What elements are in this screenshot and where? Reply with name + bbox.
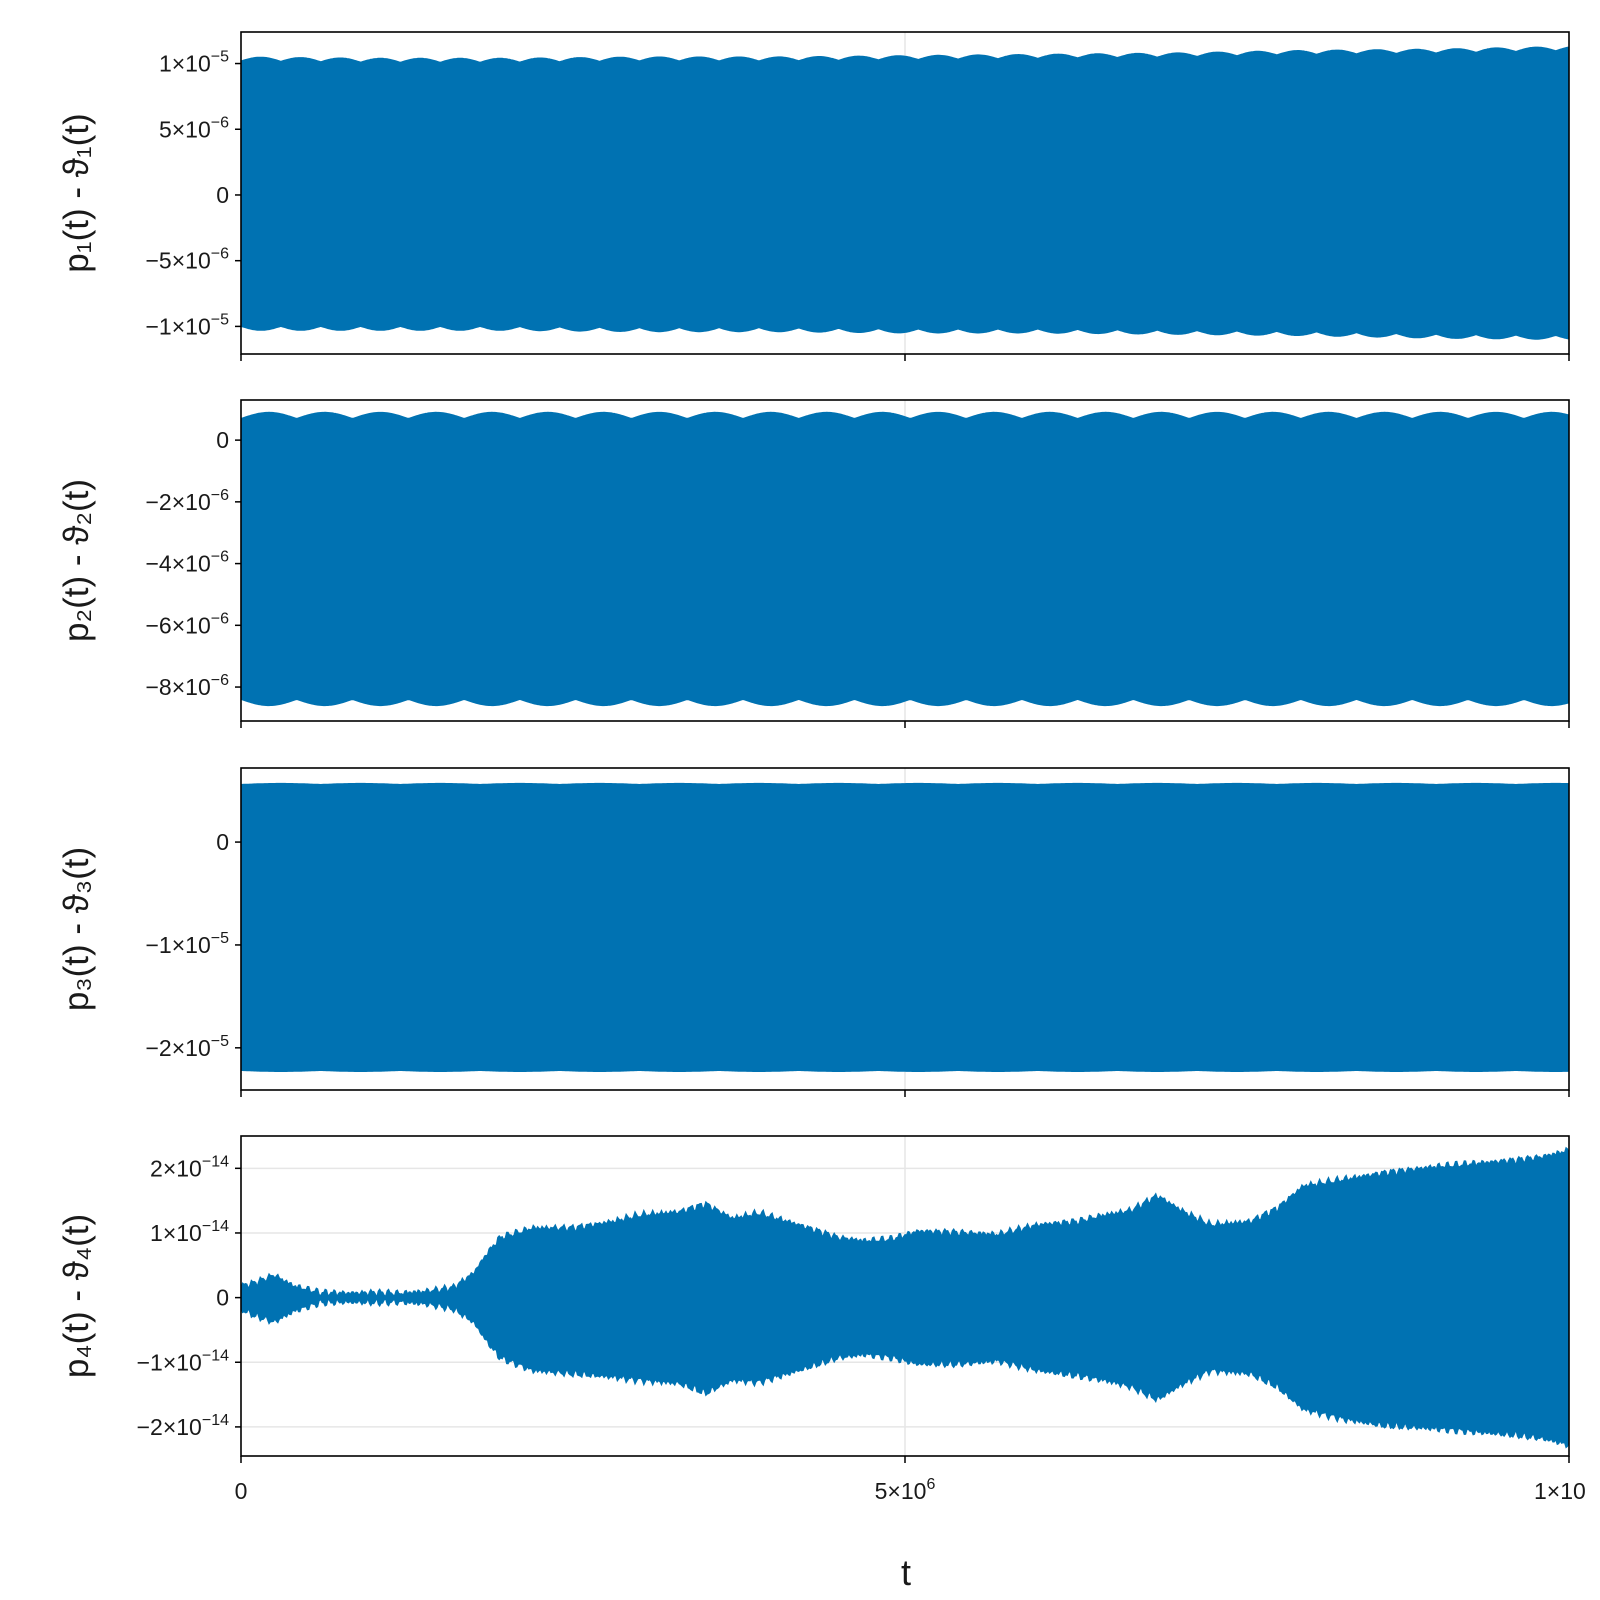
- y-tick-label: −2×10−5: [146, 1033, 230, 1061]
- x-tick-label: 0: [235, 1478, 248, 1504]
- y-tick-label: −5×10−6: [146, 246, 230, 274]
- y-tick-label: 0: [216, 1285, 229, 1311]
- y-tick-label: 1×10−14: [150, 1218, 229, 1246]
- x-tick-label: 1×10: [1534, 1478, 1586, 1504]
- series-band-3: [241, 782, 1569, 1072]
- series-band-4: [241, 1146, 1569, 1449]
- y-tick-label: 5×10−6: [159, 114, 229, 142]
- y-tick-label: 0: [216, 427, 229, 453]
- y-tick-label: −6×10−6: [146, 610, 230, 638]
- y-axis-label: p₂(t) - ϑ₂(t): [57, 479, 96, 642]
- y-tick-label: 0: [216, 829, 229, 855]
- panel-4: 2×10−14 1×10−14 0 −1×10−14 −2×10−14 0 5×106 1×1…: [57, 1135, 1586, 1504]
- x-tick-label: 5×106: [875, 1476, 936, 1504]
- y-tick-label: 2×10−14: [150, 1153, 229, 1181]
- panel-1: 1×10−5 5×10−6 0 −5×10−6 −1×10−5 p₁(t) - ϑ₁(t): [57, 31, 1570, 361]
- y-tick-label: −1×10−5: [146, 930, 230, 958]
- y-tick-label: −8×10−6: [146, 672, 230, 700]
- y-axis-label: p₃(t) - ϑ₃(t): [57, 847, 96, 1011]
- x-axis-label: t: [901, 1552, 911, 1593]
- y-axis-label: p₄(t) - ϑ₄(t): [57, 1214, 96, 1378]
- series-band-2: [241, 411, 1569, 707]
- y-tick-label: −4×10−6: [146, 549, 230, 577]
- panel-2: 0 −2×10−6 −4×10−6 −6×10−6 −8×10−6 p₂(t) - ϑ₂(…: [57, 399, 1570, 728]
- panel-3: 0 −1×10−5 −2×10−5 p₃(t) - ϑ₃(t): [57, 767, 1570, 1097]
- y-tick-label: 1×10−5: [159, 49, 229, 77]
- y-tick-label: −2×10−14: [137, 1412, 229, 1440]
- y-axis-label: p₁(t) - ϑ₁(t): [57, 113, 96, 272]
- y-tick-label: 0: [216, 182, 229, 208]
- y-tick-label: −2×10−6: [146, 487, 230, 515]
- y-tick-label: −1×10−5: [146, 311, 230, 339]
- series-band-1: [241, 46, 1569, 340]
- y-tick-label: −1×10−14: [137, 1347, 229, 1375]
